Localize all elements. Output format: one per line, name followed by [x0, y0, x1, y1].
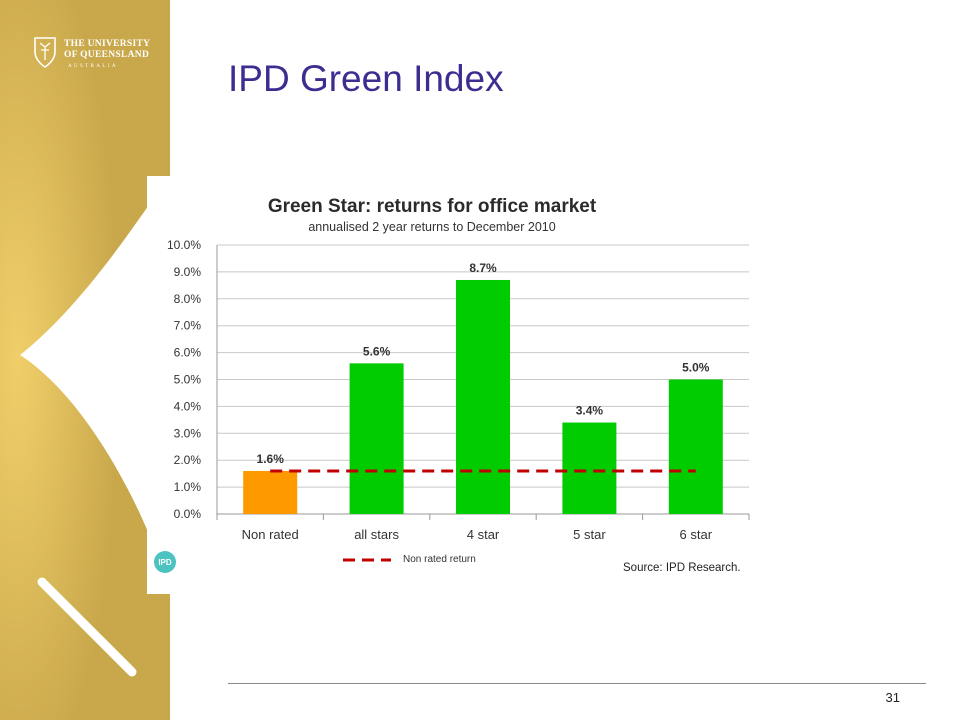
sidebar-stroke	[37, 577, 137, 677]
data-label: 5.6%	[363, 344, 391, 358]
y-tick-label: 4.0%	[174, 399, 202, 413]
x-tick-label: Non rated	[242, 527, 299, 542]
x-tick-label: 5 star	[573, 527, 606, 542]
data-label: 1.6%	[257, 452, 285, 466]
bar-all-stars	[349, 363, 404, 514]
bar-4-star	[456, 279, 510, 514]
crest-icon	[34, 37, 56, 68]
bar-chart: 0.0% 1.0% 2.0% 3.0% 4.0% 5.0% 6.0% 7.0% 8.0% 9.0%…	[167, 238, 750, 562]
sidebar-decoration	[0, 0, 170, 720]
slide-title: IPD Green Index	[228, 58, 504, 99]
y-tick-label: 6.0%	[174, 346, 202, 360]
footer-divider	[228, 683, 926, 684]
bar-non-rated	[243, 470, 298, 514]
x-tick-label: all stars	[354, 527, 399, 542]
ipd-logo-icon: IPD	[154, 551, 176, 573]
chart-panel: Green Star: returns for office market an…	[147, 176, 780, 594]
legend-label: Non rated return	[403, 554, 476, 565]
bar-5-star	[562, 422, 617, 514]
logo-line-1: THE UNIVERSITY	[64, 39, 151, 49]
chart-title: Green Star: returns for office market	[267, 196, 597, 217]
y-tick-label: 8.0%	[174, 292, 202, 306]
data-label: 3.4%	[576, 404, 604, 418]
university-logo: THE UNIVERSITY OF QUEENSLAND AUSTRALIA	[32, 36, 162, 76]
chart-subtitle: annualised 2 year returns to December 20…	[308, 220, 556, 234]
y-tick-label: 1.0%	[174, 480, 202, 494]
ipd-badge-text: IPD	[158, 558, 172, 567]
y-tick-label: 5.0%	[174, 373, 202, 387]
sidebar-curve	[20, 176, 170, 594]
x-tick-label: 4 star	[467, 527, 500, 542]
y-tick-label: 9.0%	[174, 265, 202, 279]
data-label: 8.7%	[469, 261, 497, 275]
data-label: 5.0%	[682, 361, 710, 375]
y-tick-label: 10.0%	[167, 238, 201, 252]
x-tick-label: 6 star	[680, 527, 713, 542]
bar-6-star	[668, 379, 723, 514]
chart-source: Source: IPD Research.	[623, 562, 741, 574]
page-number: 31	[885, 690, 900, 705]
y-tick-label: 0.0%	[174, 507, 202, 521]
y-tick-label: 2.0%	[174, 453, 202, 467]
y-tick-label: 7.0%	[174, 319, 202, 333]
logo-line-2: OF QUEENSLAND	[64, 50, 150, 60]
y-tick-label: 3.0%	[174, 426, 202, 440]
logo-line-3: AUSTRALIA	[68, 64, 118, 69]
